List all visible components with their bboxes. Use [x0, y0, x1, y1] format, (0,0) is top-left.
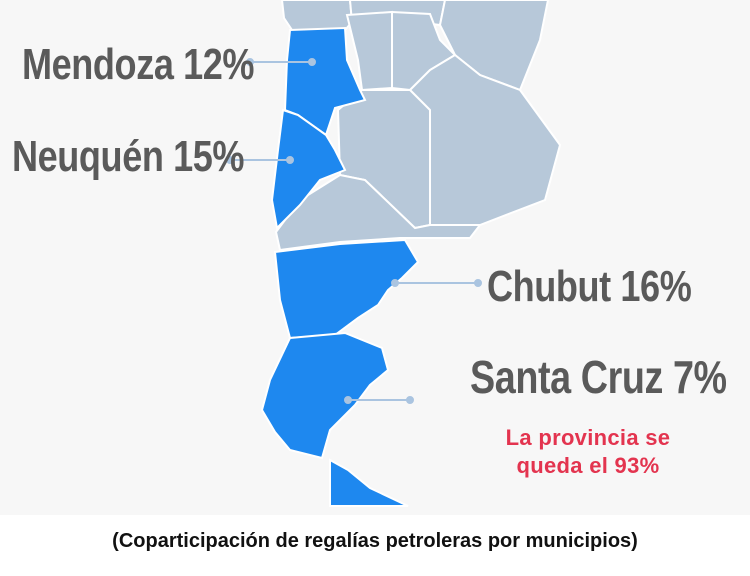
province-gray-buenos-aires: [408, 53, 562, 226]
leader-dot-chubut-a: [391, 279, 399, 287]
label-chubut: Chubut 16%: [487, 262, 692, 311]
note-line-2: queda el 93%: [516, 453, 660, 478]
leader-dot-chubut-b: [474, 279, 482, 287]
province-santa-cruz: [260, 331, 390, 460]
province-neuquen: [270, 108, 347, 231]
province-chubut: [273, 238, 420, 340]
gray-provinces: [274, 0, 562, 252]
leader-dot-santa-cruz-b: [406, 396, 414, 404]
province-tierra-del-fuego: [329, 458, 409, 507]
highlighted-provinces: [260, 26, 420, 507]
label-santa-cruz: Santa Cruz 7%: [470, 351, 727, 403]
map-area: Mendoza 12% Neuquén 15% Chubut 16% Santa…: [12, 0, 728, 507]
leader-dot-santa-cruz-a: [344, 396, 352, 404]
leader-dot-neuquen-a: [226, 156, 234, 164]
province-mendoza: [283, 26, 367, 137]
leader-dot-neuquen-b: [286, 156, 294, 164]
leader-dot-mendoza-b: [308, 58, 316, 66]
argentina-map: [226, 0, 562, 507]
province-gray-north-west: [280, 0, 354, 31]
note-line-1: La provincia se: [505, 425, 671, 450]
leader-lines: [226, 58, 482, 404]
province-gray-rio-negro: [274, 173, 483, 252]
caption: (Coparticipación de regalías petroleras …: [112, 530, 638, 552]
leader-dot-mendoza-a: [246, 58, 254, 66]
label-neuquen: Neuquén 15%: [12, 132, 245, 181]
province-share-note: La provincia se queda el 93%: [478, 424, 698, 480]
label-mendoza: Mendoza 12%: [22, 40, 255, 89]
